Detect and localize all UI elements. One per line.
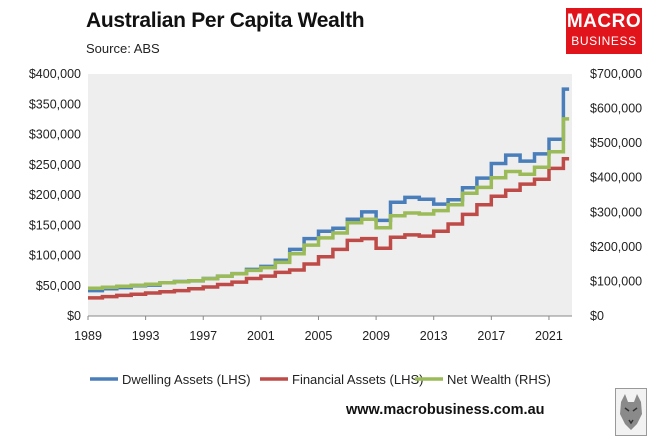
series-line-2 (88, 156, 570, 300)
x-tick-label: 2013 (420, 329, 448, 343)
x-tick-label: 2017 (477, 329, 505, 343)
right-y-tick-label: $300,000 (590, 205, 642, 219)
x-tick-label: 2021 (535, 329, 563, 343)
logo-line-2: BUSINESS (571, 34, 637, 48)
logo-line-1: MACRO (566, 11, 642, 32)
left-y-tick-label: $350,000 (29, 97, 81, 111)
series-layer (88, 87, 570, 300)
right-y-tick-label: $600,000 (590, 102, 642, 116)
wolf-badge-icon (615, 388, 647, 436)
series-line-3 (88, 117, 570, 291)
left-y-tick-label: $100,000 (29, 249, 81, 263)
x-tick-label: 1993 (132, 329, 160, 343)
right-y-tick-label: $400,000 (590, 171, 642, 185)
left-y-tick-label: $400,000 (29, 67, 81, 81)
left-y-tick-label: $200,000 (29, 188, 81, 202)
legend-label-3: Net Wealth (RHS) (447, 372, 551, 387)
legend-label-1: Dwelling Assets (LHS) (122, 372, 251, 387)
right-y-tick-label: $200,000 (590, 240, 642, 254)
left-y-axis: $0 $50,000 $100,000 $150,000 $200,000 $250,00… (29, 67, 81, 323)
x-tick-label: 2005 (305, 329, 333, 343)
chart-title: Australian Per Capita Wealth (86, 9, 365, 32)
left-y-tick-label: $300,000 (29, 128, 81, 142)
right-y-tick-label: $700,000 (590, 67, 642, 81)
left-y-tick-label: $250,000 (29, 158, 81, 172)
legend-label-2: Financial Assets (LHS) (292, 372, 424, 387)
left-y-tick-label: $150,000 (29, 218, 81, 232)
legend: Dwelling Assets (LHS) Financial Assets (L… (90, 372, 551, 387)
right-y-tick-label: $100,000 (590, 274, 642, 288)
website-url: www.macrobusiness.com.au (346, 402, 545, 418)
x-tick-label: 1989 (74, 329, 102, 343)
macro-business-logo: MACRO BUSINESS (566, 8, 642, 54)
x-tick-label: 2001 (247, 329, 275, 343)
x-axis: 1989 1993 1997 2001 2005 2009 2013 2017 2021 (74, 315, 572, 343)
right-y-tick-label: $500,000 (590, 136, 642, 150)
x-tick-label: 2009 (362, 329, 390, 343)
left-y-tick-label: $50,000 (36, 279, 81, 293)
right-y-axis: $0 $100,000 $200,000 $300,000 $400,000 $500,0… (590, 67, 642, 323)
x-tick-label: 1997 (189, 329, 217, 343)
right-y-tick-label: $0 (590, 309, 604, 323)
chart-subtitle: Source: ABS (86, 41, 160, 56)
left-y-tick-label: $0 (67, 309, 81, 323)
